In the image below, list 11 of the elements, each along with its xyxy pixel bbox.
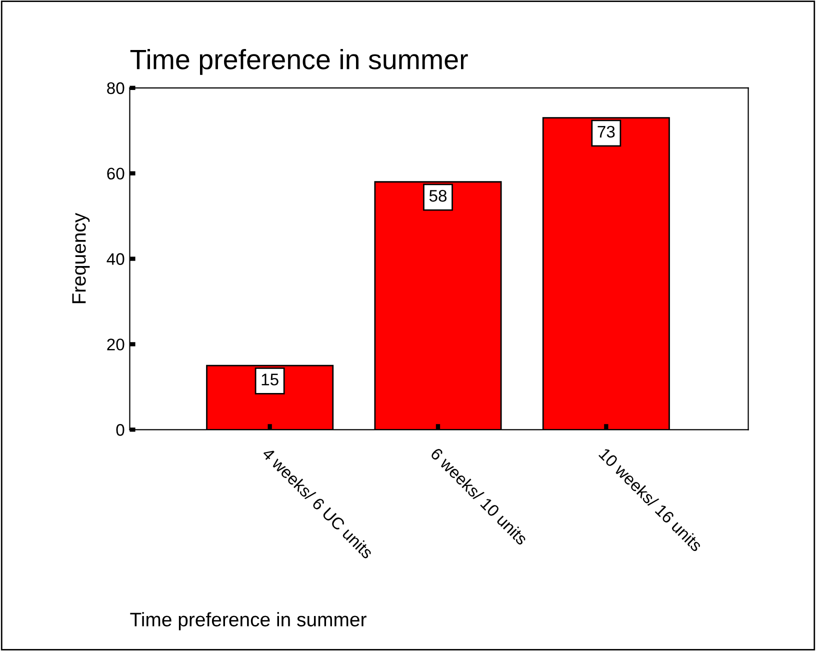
chart-title: Time preference in summer [130, 48, 468, 75]
y-axis-title: Frequency [72, 212, 90, 304]
data-label: 15 [262, 374, 278, 386]
x-axis-title: Time preference in summer [130, 612, 366, 630]
data-label: 58 [429, 190, 447, 202]
y-tick-label: 0 [116, 424, 124, 436]
y-tick-label: 60 [107, 168, 124, 180]
y-tick-label: 20 [107, 338, 124, 350]
y-tick-label: 40 [106, 253, 124, 265]
data-label: 73 [598, 126, 615, 138]
y-tick-label: 80 [107, 82, 124, 94]
